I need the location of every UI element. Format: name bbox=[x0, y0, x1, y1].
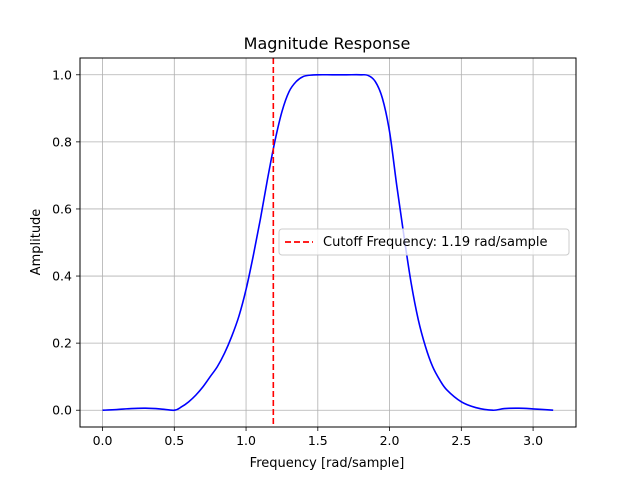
chart-title: Magnitude Response bbox=[244, 34, 411, 53]
x-tick-label: 3.0 bbox=[523, 433, 543, 448]
x-tick-label: 0.5 bbox=[164, 433, 184, 448]
y-tick-label: 0.8 bbox=[52, 134, 72, 149]
x-tick-label: 2.0 bbox=[380, 433, 400, 448]
x-tick-label: 0.0 bbox=[93, 433, 113, 448]
y-tick-label: 0.2 bbox=[52, 336, 72, 351]
y-tick-label: 0.6 bbox=[52, 201, 72, 216]
x-tick-label: 1.5 bbox=[308, 433, 328, 448]
legend-label-cutoff: Cutoff Frequency: 1.19 rad/sample bbox=[323, 235, 547, 250]
legend: Cutoff Frequency: 1.19 rad/sample bbox=[278, 228, 570, 256]
plot-area bbox=[102, 58, 554, 427]
magnitude-response-line bbox=[102, 73, 554, 412]
axes-frame bbox=[79, 57, 577, 428]
x-axis-label: Frequency [rad/sample] bbox=[250, 456, 405, 471]
grid bbox=[80, 58, 576, 427]
ticks: 0.0 0.5 1.0 1.5 2.0 2.5 3.0 0.0 0.2 0.4 0.6 0.8 1.0 bbox=[52, 67, 543, 448]
y-axis-label: Amplitude bbox=[29, 209, 44, 276]
x-tick-label: 2.5 bbox=[451, 433, 471, 448]
y-tick-label: 1.0 bbox=[52, 67, 72, 82]
x-tick-label: 1.0 bbox=[236, 433, 256, 448]
y-tick-label: 0.4 bbox=[52, 269, 72, 284]
legend-box bbox=[278, 228, 570, 256]
y-tick-label: 0.0 bbox=[52, 403, 72, 418]
